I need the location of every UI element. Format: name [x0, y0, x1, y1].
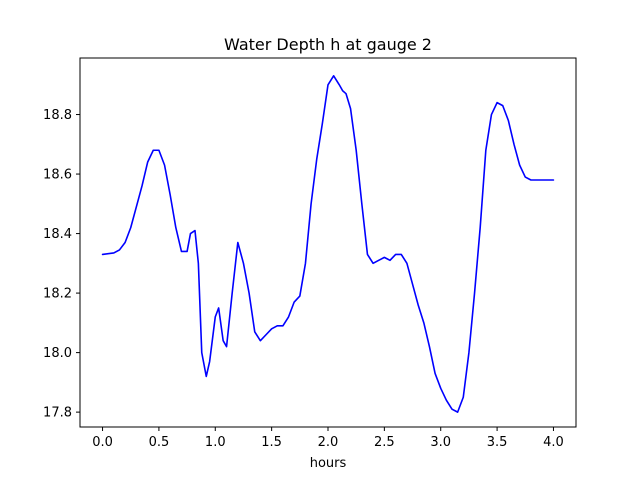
- y-tick-label: 17.8: [43, 406, 72, 421]
- x-axis: 0.0 0.5 1.0 1.5 2.0 2.5 3.0 3.5 4.0: [92, 427, 564, 450]
- x-tick-label: 0.0: [92, 435, 113, 450]
- y-tick-label: 18.8: [43, 108, 72, 123]
- x-tick-label: 3.0: [430, 435, 451, 450]
- x-axis-label: hours: [310, 456, 347, 471]
- y-tick-label: 18.0: [43, 346, 72, 361]
- x-tick-label: 2.0: [318, 435, 339, 450]
- y-tick-label: 18.4: [43, 227, 72, 242]
- x-tick-label: 1.5: [261, 435, 282, 450]
- plot-frame: [79, 57, 577, 428]
- plot-area: [79, 57, 577, 428]
- y-tick-label: 18.6: [43, 168, 72, 183]
- chart-title: Water Depth h at gauge 2: [224, 35, 432, 54]
- series-line-0: [101, 75, 555, 413]
- x-tick-label: 3.5: [487, 435, 508, 450]
- x-tick-label: 1.0: [205, 435, 226, 450]
- x-tick-label: 2.5: [374, 435, 395, 450]
- y-tick-label: 18.2: [43, 287, 72, 302]
- y-axis: 17.8 18.0 18.2 18.4 18.6 18.8: [43, 108, 80, 421]
- x-tick-label: 0.5: [149, 435, 170, 450]
- x-tick-label: 4.0: [543, 435, 564, 450]
